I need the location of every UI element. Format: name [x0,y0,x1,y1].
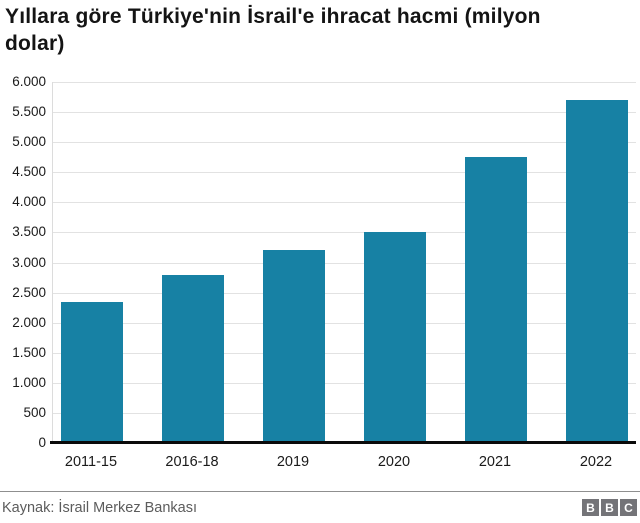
bbc-logo-letter: B [601,499,618,516]
y-axis-tick-label: 0 [38,435,46,450]
bar-chart: 0 500 1.000 1.500 2.000 2.500 3.000 3.500 4.000 4… [0,74,640,477]
x-axis-tick-label: 2022 [579,454,613,470]
bar-2019 [263,250,325,443]
y-axis-tick-label: 3.500 [12,224,46,240]
bbc-logo-letter: B [582,499,599,516]
gridline [53,352,636,354]
bar-2021 [465,157,527,443]
x-axis-tick-label: 2016-18 [165,454,219,470]
gridline [53,262,636,264]
x-axis-line [50,441,636,444]
page-title-line1: Yıllara göre Türkiye'nin İsrail'e ihraca… [5,5,541,28]
y-axis-tick-label: 4.000 [12,194,46,210]
y-axis-tick-label: 5.000 [12,134,46,150]
bar-2016-18 [162,274,224,443]
gridline [53,382,636,384]
x-axis-tick-label: 2019 [276,454,310,470]
gridline [53,322,636,324]
gridline [53,172,636,174]
gridline [53,292,636,294]
x-axis-tick-label: 2020 [377,454,411,470]
gridline [53,82,636,83]
y-axis-tick-label: 1.500 [12,344,46,360]
gridline [53,412,636,414]
y-axis-tick-label: 1.000 [12,374,46,390]
x-axis-tick-label: 2011-15 [64,454,118,470]
y-axis-tick-label: 5.500 [12,104,46,120]
bar-2011-15 [61,301,123,443]
footer-divider [0,491,640,492]
gridline [53,232,636,234]
y-axis-tick-label: 2.000 [12,314,46,330]
plot-area [52,82,636,443]
bar-2020 [364,232,426,443]
page-title-line2: dolar) [5,32,65,55]
y-axis-tick-label: 4.500 [12,164,46,180]
x-axis-tick-label: 2021 [478,454,512,470]
y-axis-tick-label: 6.000 [12,74,46,89]
page-title: Yıllara göre Türkiye'nin İsrail'e ihraca… [5,3,635,57]
y-axis-tick-label: 3.000 [12,254,46,270]
gridline [53,142,636,144]
gridline [53,202,636,204]
y-axis-tick-label: 500 [23,404,46,420]
y-axis-tick-label: 2.500 [12,284,46,300]
gridline [53,112,636,114]
source-attribution: Kaynak: İsrail Merkez Bankası [2,500,198,516]
bbc-logo-letter: C [620,499,637,516]
bar-2022 [566,100,628,443]
